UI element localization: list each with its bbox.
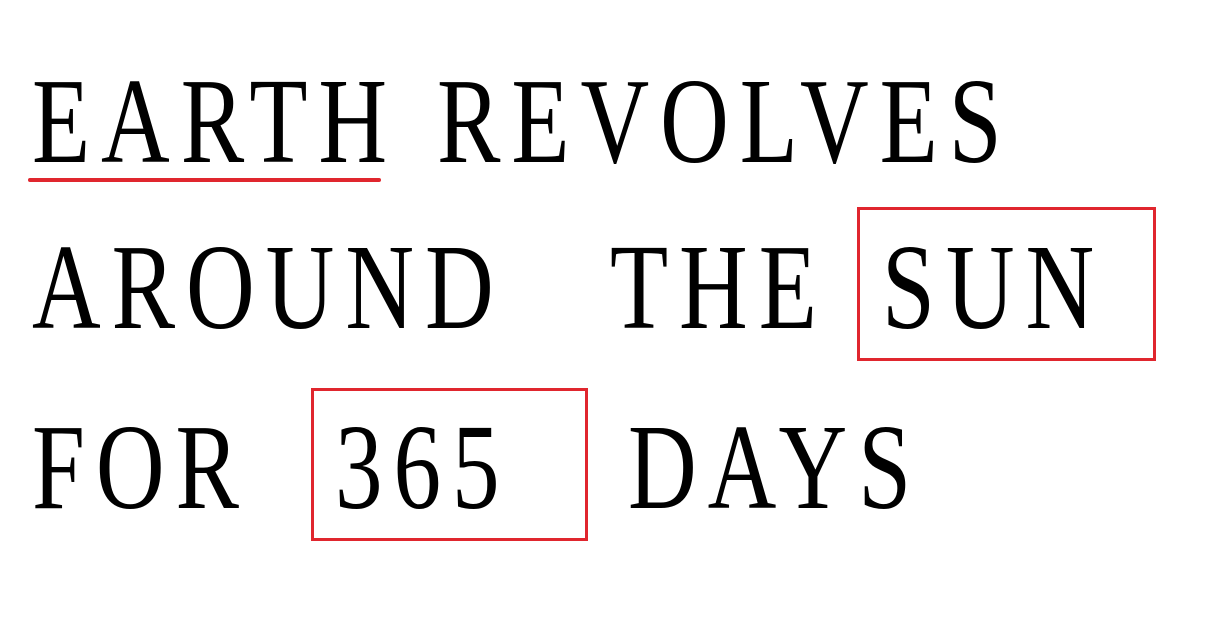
number-highlight-box	[311, 388, 588, 541]
sun-highlight-box	[857, 207, 1156, 361]
word-the: THE	[610, 220, 828, 355]
word-for: FOR	[32, 400, 250, 535]
word-sun: SUN	[882, 220, 1106, 355]
word-365: 365	[335, 400, 511, 535]
word-earth: EARTH	[32, 54, 399, 189]
word-around: AROUND	[32, 220, 505, 355]
earth-underline	[28, 178, 381, 182]
word-days: DAYS	[628, 400, 923, 535]
word-revolves: REVOLVES	[437, 54, 1013, 189]
